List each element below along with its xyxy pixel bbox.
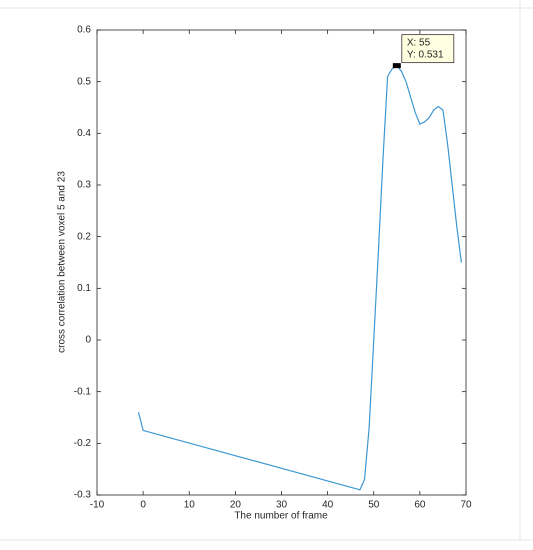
y-tick-label: 0.5 bbox=[77, 76, 91, 87]
x-tick-label: 30 bbox=[276, 500, 288, 511]
x-tick-label: 0 bbox=[140, 500, 146, 511]
x-tick-label: 50 bbox=[368, 500, 380, 511]
plot-area bbox=[96, 29, 467, 496]
y-axis-label: cross correlation between voxel 5 and 23 bbox=[57, 171, 68, 353]
datatip-box bbox=[401, 34, 455, 64]
datatip-marker bbox=[392, 63, 401, 69]
data-line bbox=[137, 64, 462, 491]
x-axis-label: The number of frame bbox=[234, 511, 328, 522]
y-tick-label: 0.4 bbox=[77, 128, 91, 139]
y-tick-label: 0.1 bbox=[77, 283, 91, 294]
datatip-text: X: 55 bbox=[407, 37, 431, 48]
y-tick-label: -0.3 bbox=[74, 490, 92, 501]
y-tick-label: 0.2 bbox=[77, 231, 91, 242]
y-tick-label: 0.3 bbox=[77, 180, 91, 191]
y-tick-label: -0.1 bbox=[74, 386, 92, 397]
x-tick-label: -10 bbox=[90, 500, 105, 511]
x-tick-label: 70 bbox=[460, 500, 472, 511]
x-tick-label: 40 bbox=[322, 500, 334, 511]
x-tick-label: 60 bbox=[414, 500, 426, 511]
datatip-text: Y: 0.531 bbox=[407, 49, 444, 60]
x-tick-label: 10 bbox=[184, 500, 196, 511]
x-tick-label: 20 bbox=[230, 500, 242, 511]
y-tick-label: 0.6 bbox=[77, 25, 91, 36]
y-tick-label: -0.2 bbox=[74, 438, 92, 449]
y-tick-label: 0 bbox=[85, 335, 91, 346]
